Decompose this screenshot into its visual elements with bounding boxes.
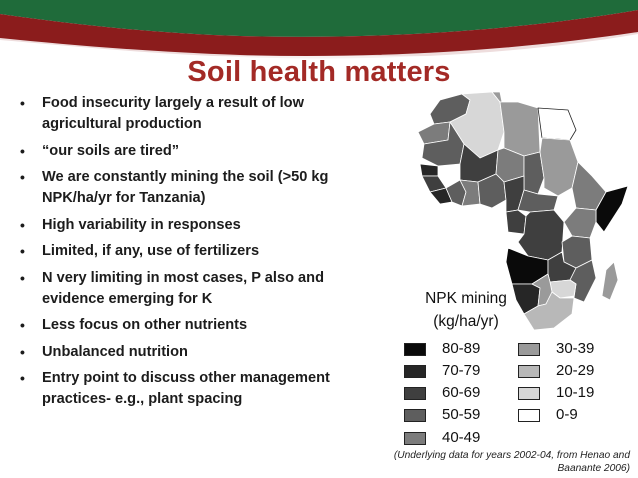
africa-npk-map [417,92,629,331]
bullet-item: • N very limiting in most cases, P also a… [18,268,363,310]
legend-label: 40-49 [442,429,481,446]
bullet-dot: • [20,343,25,360]
header-banner [0,0,638,61]
slide-title: Soil health matters [0,56,638,89]
bullet-text: Limited, if any, use of fertilizers [42,243,260,259]
legend-swatch [518,343,540,356]
bullet-text: Unbalanced nutrition [42,343,188,360]
bullet-dot: • [20,370,25,386]
map-region-gabon-congo [505,209,527,235]
banner-green-band [0,0,638,37]
bullet-dot: • [20,317,25,333]
legend-label: 10-19 [556,384,595,401]
legend-swatch [404,343,426,356]
bullet-dot: • [20,95,25,111]
map-region-south-africa [523,291,575,331]
map-region-burkina-ghana [459,179,481,207]
legend-swatch [404,387,426,400]
bullet-text: Food insecurity largely a result of low … [42,95,304,132]
bullet-item: • Food insecurity largely a result of low… [18,93,363,135]
bullet-text: We are constantly mining the soil (>50 k… [42,169,329,206]
bullet-text: High variability in responses [42,216,241,233]
legend-swatch [518,409,540,422]
legend-label: 70-79 [442,362,481,379]
map-region-uganda-kenya [563,207,597,239]
legend-swatch [404,432,426,445]
bullet-dot: • [20,243,25,259]
bullet-list: • Food insecurity largely a result of low… [18,93,363,416]
legend-swatch [404,365,426,378]
bullet-text: Less focus on other nutrients [42,317,248,333]
legend-swatch [404,409,426,422]
map-region-libya [499,101,541,157]
footnote-line2: Baanante 2006) [557,463,630,474]
bullet-item: • High variability in responses [18,215,363,236]
banner-white-stripe [0,32,638,61]
banner-red-band [0,10,638,59]
legend-title-line1: NPK mining [425,290,507,307]
bullet-item: • We are constantly mining the soil (>50 … [18,167,363,209]
legend-label: 50-59 [442,406,481,423]
bullet-text: N very limiting in most cases, P also an… [42,269,324,307]
bullet-item: • Limited, if any, use of fertilizers [18,241,363,262]
slide-title-text: Soil health matters [183,56,455,88]
bullet-dot: • [20,142,25,159]
bullet-item: • Entry point to discuss other management… [18,368,363,410]
legend-label: 80-89 [442,340,481,357]
legend-label: 20-29 [556,362,595,379]
legend-swatch [518,365,540,378]
bullet-item: • Less focus on other nutrients [18,315,363,336]
source-footnote: (Underlying data for years 2002-04, from… [360,449,630,475]
bullet-dot: • [20,269,25,286]
footnote-line1: (Underlying data for years 2002-04, from… [393,450,630,461]
legend-title: NPK mining (kg/ha/yr) [400,287,532,333]
legend-swatch [518,387,540,400]
bullet-dot: • [20,216,25,233]
bullet-text: Entry point to discuss other management … [42,370,330,407]
legend-label: 60-69 [442,384,481,401]
bullet-item: • Unbalanced nutrition [18,342,363,363]
map-region-senegal [419,163,439,177]
bullet-item: • “our soils are tired” [18,141,363,162]
map-region-egypt [537,107,577,141]
map-region-madagascar [601,261,619,301]
legend-title-line2: (kg/ha/yr) [433,313,499,330]
legend-label: 30-39 [556,340,595,357]
legend-label: 0-9 [556,406,578,423]
bullet-dot: • [20,169,25,185]
bullet-text: “our soils are tired” [42,142,180,159]
